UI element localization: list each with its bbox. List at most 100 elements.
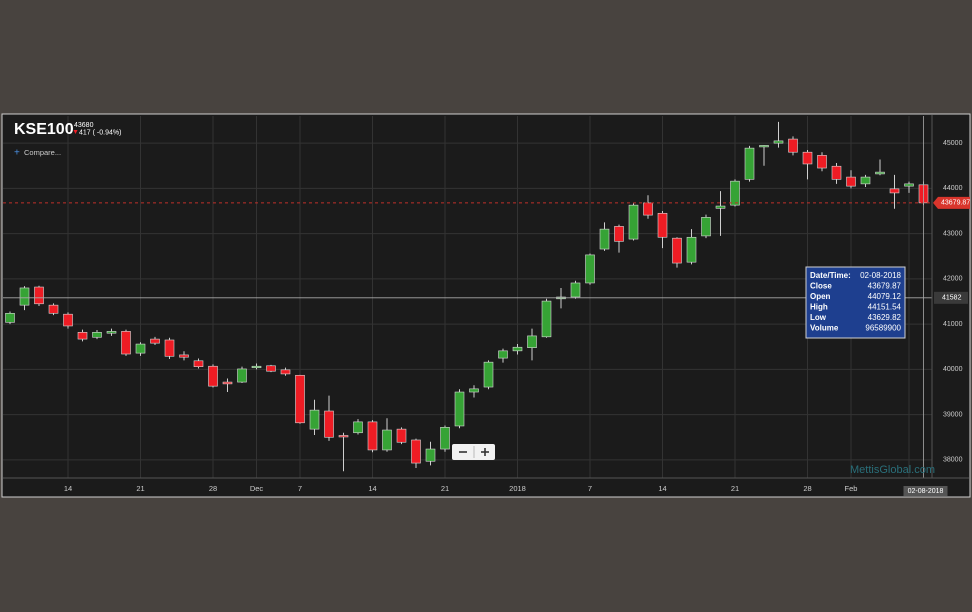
- candle-body: [860, 176, 871, 185]
- tooltip-label: Low: [810, 313, 827, 322]
- crosshair-date-label: 02-08-2018: [908, 488, 944, 495]
- candle-body: [454, 391, 465, 427]
- x-tick-label: 7: [588, 484, 592, 493]
- x-tick-label: 14: [64, 484, 72, 493]
- candle-body: [193, 360, 204, 367]
- x-tick-label: 21: [136, 484, 144, 493]
- candle-body: [904, 183, 914, 187]
- overlay: 43679.87 41582 02-08-2018 Date/Time: 02-08-2…: [3, 116, 970, 496]
- candle-body: [338, 435, 349, 438]
- down-arrow: [73, 130, 78, 134]
- tooltip-label: Close: [810, 282, 832, 291]
- y-tick-label: 40000: [943, 366, 963, 373]
- watermark: MettisGlobal.com: [850, 464, 935, 476]
- candle-body: [599, 228, 610, 250]
- y-tick-label: 39000: [943, 411, 963, 418]
- candle-body: [570, 282, 581, 298]
- price: 43680: [74, 122, 94, 129]
- x-tick-label: Feb: [845, 484, 858, 493]
- candle-body: [5, 312, 15, 323]
- candle-body: [411, 439, 421, 464]
- candle-body: [759, 145, 769, 148]
- candle-body: [672, 237, 682, 264]
- x-tick-label: 21: [441, 484, 449, 493]
- candle-body: [831, 165, 842, 180]
- tooltip-value: 43679.87: [868, 282, 902, 291]
- compare-icon[interactable]: +: [14, 148, 20, 159]
- tooltip-value: 02-08-2018: [860, 271, 901, 280]
- candle-body: [19, 287, 30, 306]
- tooltip-box: [805, 266, 906, 339]
- tooltip-value: 43629.82: [868, 313, 902, 322]
- candle-body: [730, 180, 740, 206]
- candle-body: [92, 331, 102, 338]
- y-tick-label: 41000: [943, 321, 963, 328]
- x-tick-label: 14: [658, 484, 666, 493]
- candle-body: [208, 365, 218, 387]
- candle-body: [77, 331, 88, 340]
- candle-body: [106, 331, 117, 334]
- tooltip-label: Volume: [810, 324, 839, 333]
- tooltip-value: 96589900: [865, 324, 901, 333]
- candle-body: [179, 354, 189, 358]
- candle-body: [715, 205, 726, 209]
- candle-body: [266, 365, 276, 372]
- x-tick-label: 14: [368, 484, 376, 493]
- y-tick-label: 43000: [943, 230, 963, 237]
- y-tick-label: 44000: [943, 185, 963, 192]
- candle-body: [135, 343, 146, 354]
- candle-body: [367, 421, 378, 451]
- candle-body: [469, 388, 479, 393]
- candle-body: [63, 313, 73, 327]
- chart-title: KSE100: [14, 121, 74, 138]
- candle-body: [48, 304, 59, 314]
- compare-button[interactable]: Compare...: [24, 148, 61, 157]
- crosshair-date-box: [903, 486, 948, 496]
- candle-body: [425, 448, 436, 462]
- crosshair-price-label: 41582: [942, 295, 962, 302]
- candle-body: [222, 381, 233, 385]
- candle-body: [396, 428, 407, 443]
- tooltip-value: 44079.12: [868, 292, 902, 301]
- candle-body: [643, 202, 653, 216]
- candle-body: [788, 138, 798, 153]
- candle-body: [817, 155, 827, 169]
- x-tick-label: Dec: [250, 484, 264, 493]
- x-tick-label: 28: [209, 484, 217, 493]
- tooltip-label: Date/Time:: [810, 271, 851, 280]
- candle-body: [744, 147, 755, 180]
- candle-body: [614, 226, 624, 242]
- candle-body: [309, 409, 320, 430]
- change: 417 ( -0.94%): [79, 129, 121, 136]
- tooltip-label: Open: [810, 292, 831, 301]
- candle-body: [773, 140, 784, 144]
- x-tick-label: 7: [298, 484, 302, 493]
- candle-body: [541, 300, 552, 338]
- y-tick-label: 42000: [943, 276, 963, 283]
- candle-body: [889, 188, 900, 194]
- candle-body: [875, 171, 885, 175]
- x-tick-label: 21: [731, 484, 739, 493]
- tooltip-value: 44151.54: [868, 303, 902, 312]
- last-price-label: 43679.87: [941, 200, 970, 207]
- candle-body: [701, 217, 711, 237]
- last-price-tag: [933, 196, 970, 209]
- candle-body: [527, 335, 537, 348]
- candle-body: [657, 212, 668, 238]
- zoom-controls: [452, 444, 495, 460]
- candle-body: [353, 421, 363, 434]
- tooltip-label: High: [810, 303, 828, 312]
- candle-body: [251, 365, 262, 369]
- candle-body: [802, 151, 813, 165]
- candle-body: [498, 350, 508, 359]
- x-tick-label: 28: [803, 484, 811, 493]
- candle-body: [295, 374, 305, 424]
- candle-body: [121, 331, 131, 355]
- candle-body: [237, 368, 247, 383]
- candle-body: [382, 429, 392, 451]
- candle-body: [846, 176, 856, 187]
- candle-body: [512, 346, 523, 352]
- y-tick-label: 45000: [943, 140, 963, 147]
